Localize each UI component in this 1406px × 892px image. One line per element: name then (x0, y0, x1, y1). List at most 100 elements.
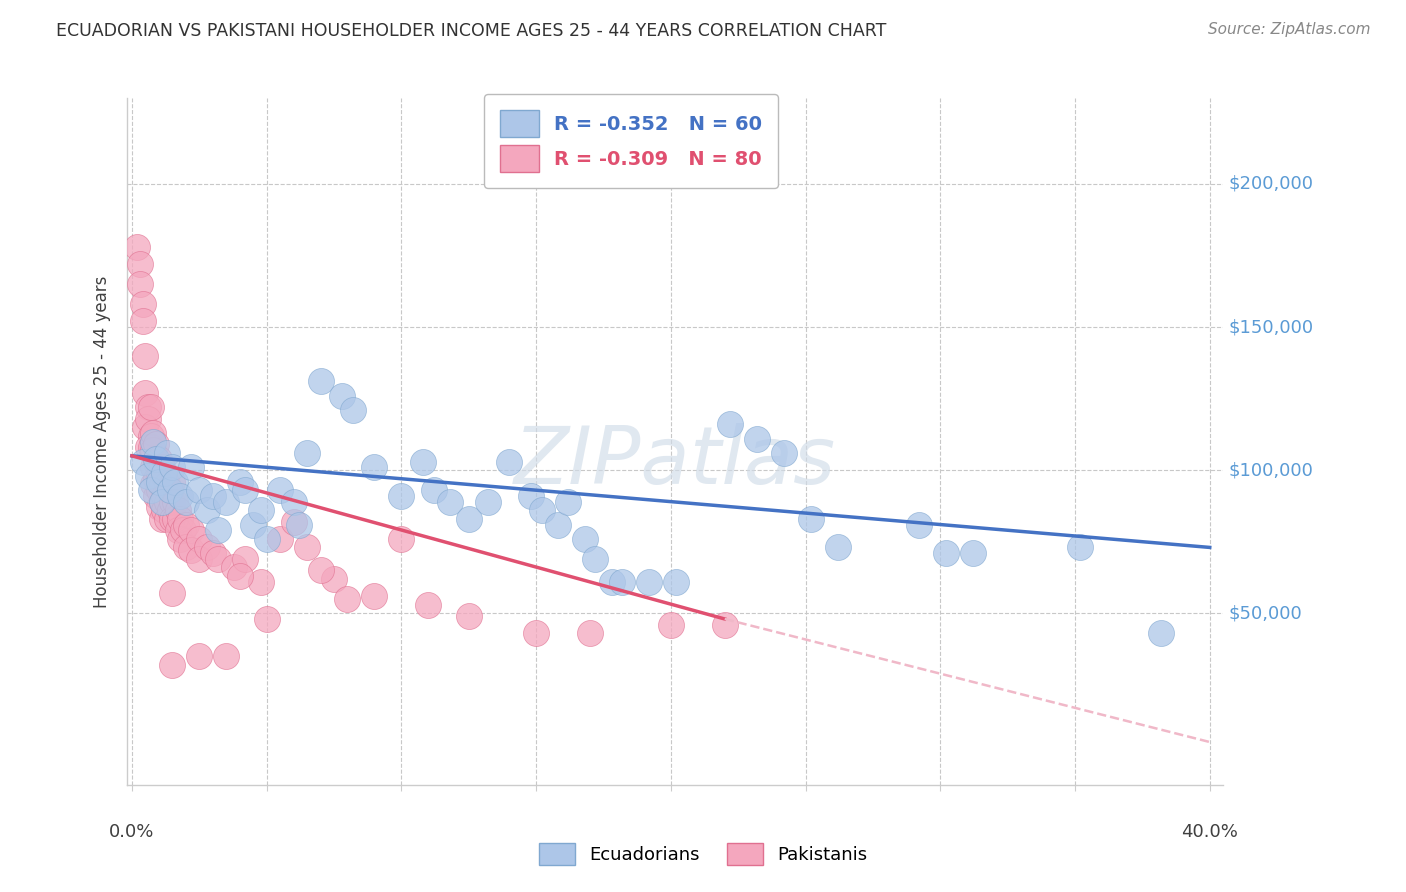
Point (174, 517, 197, 532)
Point (336, 591, 359, 606)
Point (665, 574, 688, 589)
Point (1150, 626, 1173, 640)
Point (163, 475, 186, 489)
Point (131, 297, 153, 311)
Point (127, 240, 149, 254)
Point (142, 460, 165, 475)
Point (150, 494, 173, 508)
Point (150, 494, 173, 508)
Y-axis label: Householder Income Ages 25 - 44 years: Householder Income Ages 25 - 44 years (93, 276, 111, 607)
Text: $150,000: $150,000 (1229, 318, 1313, 336)
Point (250, 574, 273, 589)
Point (148, 451, 170, 466)
Point (228, 475, 250, 489)
Point (169, 532, 191, 546)
Point (162, 460, 184, 475)
Point (156, 446, 179, 460)
Text: 40.0%: 40.0% (1181, 822, 1239, 841)
Point (129, 257, 152, 271)
Point (201, 546, 224, 560)
Point (530, 503, 553, 517)
Point (295, 541, 318, 555)
Point (142, 425, 165, 440)
Point (153, 489, 176, 503)
Point (145, 437, 167, 451)
Text: ECUADORIAN VS PAKISTANI HOUSEHOLDER INCOME AGES 25 - 44 YEARS CORRELATION CHART: ECUADORIAN VS PAKISTANI HOUSEHOLDER INCO… (56, 22, 887, 40)
Point (342, 403, 364, 417)
Point (153, 466, 176, 480)
Point (283, 494, 305, 508)
Point (600, 574, 623, 589)
Point (389, 532, 412, 546)
Point (215, 494, 238, 508)
Point (159, 483, 181, 498)
Point (557, 494, 579, 508)
Point (169, 512, 191, 526)
Point (139, 483, 162, 498)
Point (166, 523, 188, 537)
Point (156, 477, 179, 491)
Point (412, 454, 434, 468)
Point (148, 475, 170, 489)
Point (935, 546, 957, 560)
Point (156, 512, 179, 526)
Point (148, 483, 170, 498)
Point (136, 400, 159, 414)
Point (422, 483, 444, 498)
Point (139, 440, 162, 454)
Point (457, 609, 479, 624)
Point (162, 512, 184, 526)
Point (156, 494, 179, 508)
Point (195, 541, 218, 555)
Point (713, 617, 735, 632)
Point (162, 657, 184, 672)
Point (612, 574, 634, 589)
Point (148, 500, 170, 515)
Point (288, 517, 311, 532)
Text: ZIPatlas: ZIPatlas (513, 423, 837, 501)
Point (256, 612, 278, 626)
Point (773, 446, 796, 460)
Point (150, 477, 173, 491)
Point (145, 451, 167, 466)
Point (174, 541, 197, 555)
Point (283, 515, 305, 529)
Point (145, 472, 167, 486)
Point (131, 454, 153, 468)
Point (323, 572, 346, 586)
Text: $100,000: $100,000 (1229, 461, 1313, 479)
Point (150, 512, 173, 526)
Point (233, 552, 256, 566)
Point (162, 586, 184, 600)
Point (224, 560, 246, 574)
Point (172, 523, 194, 537)
Point (139, 429, 162, 443)
Point (524, 626, 547, 640)
Point (188, 483, 211, 498)
Point (134, 349, 156, 363)
Point (256, 532, 278, 546)
Point (269, 532, 291, 546)
Point (201, 489, 224, 503)
Point (150, 460, 173, 475)
Point (142, 477, 165, 491)
Point (827, 541, 849, 555)
Point (142, 443, 165, 458)
Point (166, 503, 188, 517)
Point (162, 475, 184, 489)
Point (139, 400, 162, 414)
Point (574, 532, 596, 546)
Point (269, 483, 291, 498)
Point (162, 494, 184, 508)
Point (163, 512, 186, 526)
Point (129, 277, 152, 292)
Point (148, 469, 170, 483)
Point (638, 574, 661, 589)
Point (745, 432, 768, 446)
Point (228, 569, 250, 583)
Point (498, 454, 520, 468)
Point (180, 543, 202, 558)
Text: Source: ZipAtlas.com: Source: ZipAtlas.com (1208, 22, 1371, 37)
Text: 0.0%: 0.0% (110, 822, 155, 841)
Point (134, 385, 156, 400)
